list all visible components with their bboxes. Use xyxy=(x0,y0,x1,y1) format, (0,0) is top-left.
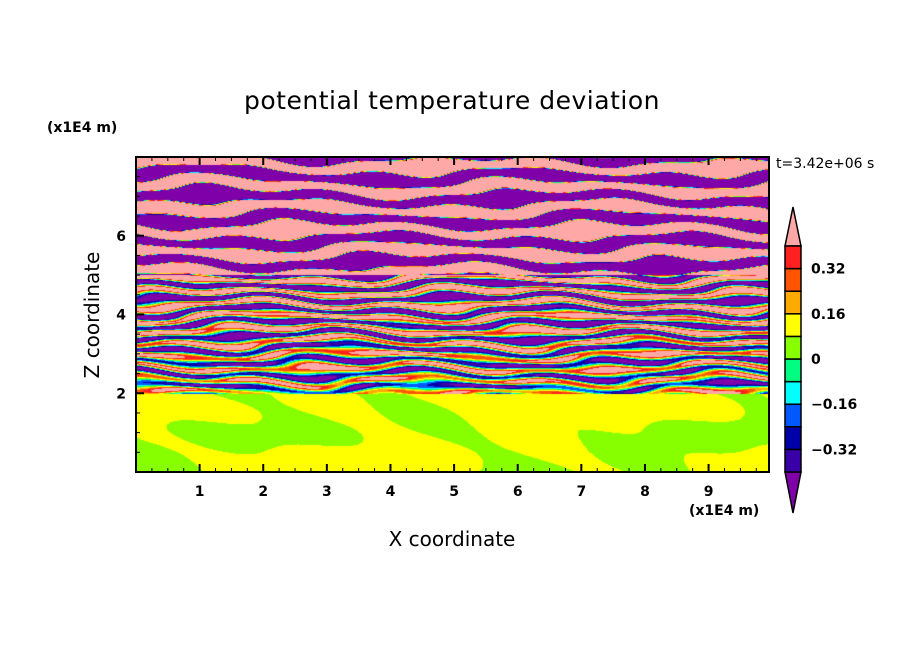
x-tick-label: 6 xyxy=(513,484,523,500)
colorbar-swatch xyxy=(784,426,802,451)
x-axis-label: X coordinate xyxy=(388,527,516,551)
x-tick-label: 2 xyxy=(258,484,268,500)
x-tick-label: 9 xyxy=(704,484,714,500)
colorbar-label: −0.16 xyxy=(811,397,857,413)
y-tick-label: 6 xyxy=(116,229,126,245)
y-axis-unit: (x1E4 m) xyxy=(47,120,118,136)
plot-frame xyxy=(135,156,770,473)
x-axis-unit: (x1E4 m) xyxy=(689,503,760,519)
y-tick-label: 2 xyxy=(116,386,126,402)
y-tick-label: 4 xyxy=(116,308,126,324)
x-tick-label: 8 xyxy=(640,484,650,500)
chart-title: potential temperature deviation xyxy=(244,86,660,115)
colorbar-lower-extension xyxy=(784,471,802,514)
colorbar-swatch xyxy=(784,267,802,292)
colorbar-upper-extension xyxy=(784,206,802,247)
x-tick-label: 5 xyxy=(449,484,459,500)
x-tick-label: 1 xyxy=(195,484,205,500)
colorbar-swatch xyxy=(784,380,802,405)
x-tick-label: 4 xyxy=(386,484,396,500)
colorbar-label: 0.32 xyxy=(811,262,846,278)
colorbar-swatch xyxy=(784,245,802,270)
colorbar-label: −0.32 xyxy=(811,442,857,458)
colorbar-swatch xyxy=(784,403,802,428)
x-tick-label: 3 xyxy=(322,484,332,500)
colorbar-label: 0 xyxy=(811,352,821,368)
colorbar-swatch xyxy=(784,335,802,360)
colorbar-label: 0.16 xyxy=(811,307,846,323)
colorbar-swatch xyxy=(784,448,802,473)
colorbar-swatch xyxy=(784,358,802,383)
x-tick-label: 7 xyxy=(576,484,586,500)
colorbar-swatch xyxy=(784,313,802,338)
colorbar-swatch xyxy=(784,290,802,315)
contour-field xyxy=(136,157,769,472)
time-label: t=3.42e+06 s xyxy=(776,156,875,172)
